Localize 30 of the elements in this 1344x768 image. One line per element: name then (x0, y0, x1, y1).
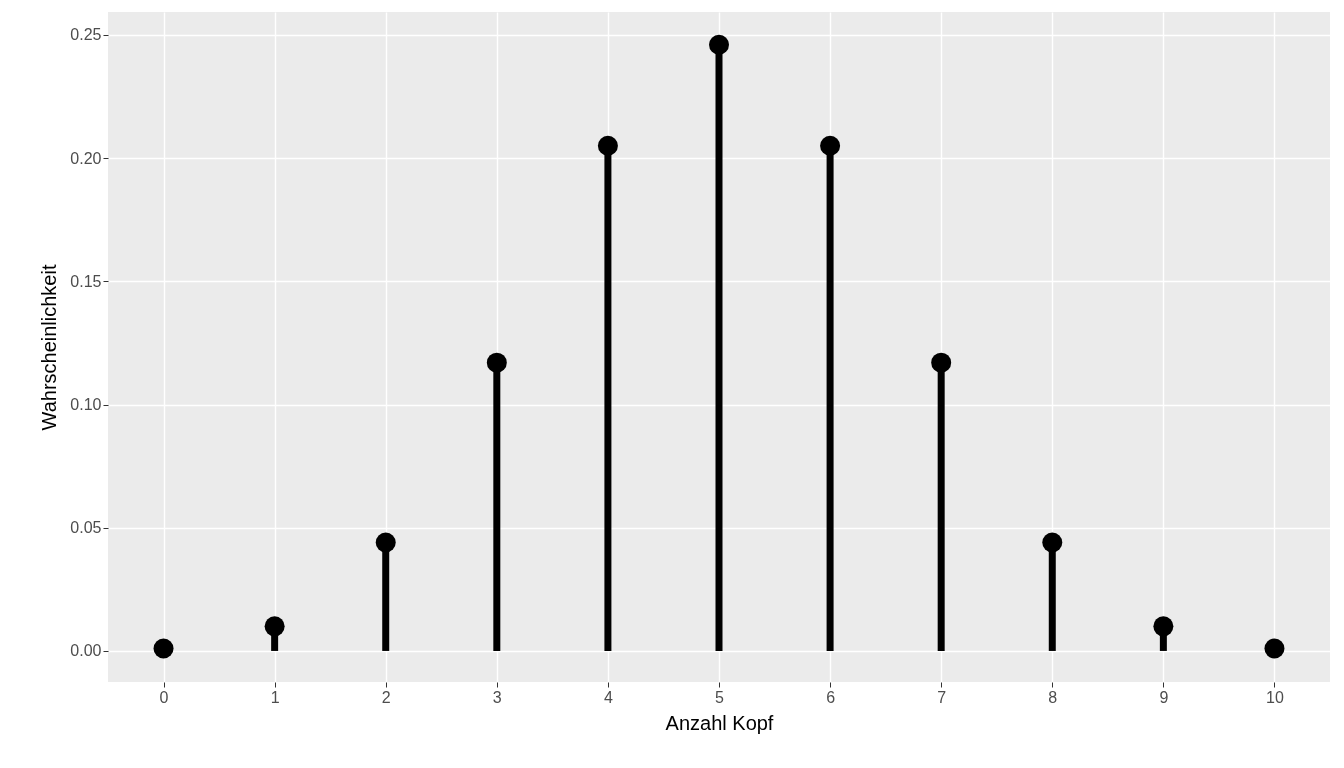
y-tick-label: 0.00 (70, 642, 102, 660)
y-tick-label: 0.20 (70, 149, 102, 167)
x-tick-label: 6 (826, 688, 836, 706)
x-axis-title: Anzahl Kopf (665, 711, 774, 734)
point (931, 352, 952, 373)
y-tick-label: 0.05 (70, 519, 102, 537)
x-tick-label: 9 (1159, 688, 1169, 706)
y-tick-label: 0.15 (70, 272, 102, 290)
point (264, 616, 285, 637)
point (375, 532, 396, 553)
x-tick-label: 8 (1048, 688, 1058, 706)
x-tick-label: 10 (1266, 688, 1284, 706)
y-axis-title: Wahrscheinlichkeit (38, 264, 61, 431)
point (1042, 532, 1063, 553)
x-tick-label: 7 (937, 688, 947, 706)
x-tick-label: 3 (492, 688, 502, 706)
point (820, 135, 841, 156)
point (153, 638, 174, 659)
x-tick-label: 0 (159, 688, 169, 706)
y-tick-label: 0.10 (70, 396, 102, 414)
point (597, 135, 618, 156)
point (1264, 638, 1285, 659)
point (1153, 616, 1174, 637)
point (709, 34, 729, 55)
x-tick-label: 1 (270, 688, 280, 706)
x-tick-label: 4 (603, 688, 613, 706)
point (486, 352, 507, 373)
x-tick-label: 5 (715, 688, 725, 706)
y-tick-label: 0.25 (70, 26, 102, 44)
x-tick-label: 2 (381, 688, 391, 706)
